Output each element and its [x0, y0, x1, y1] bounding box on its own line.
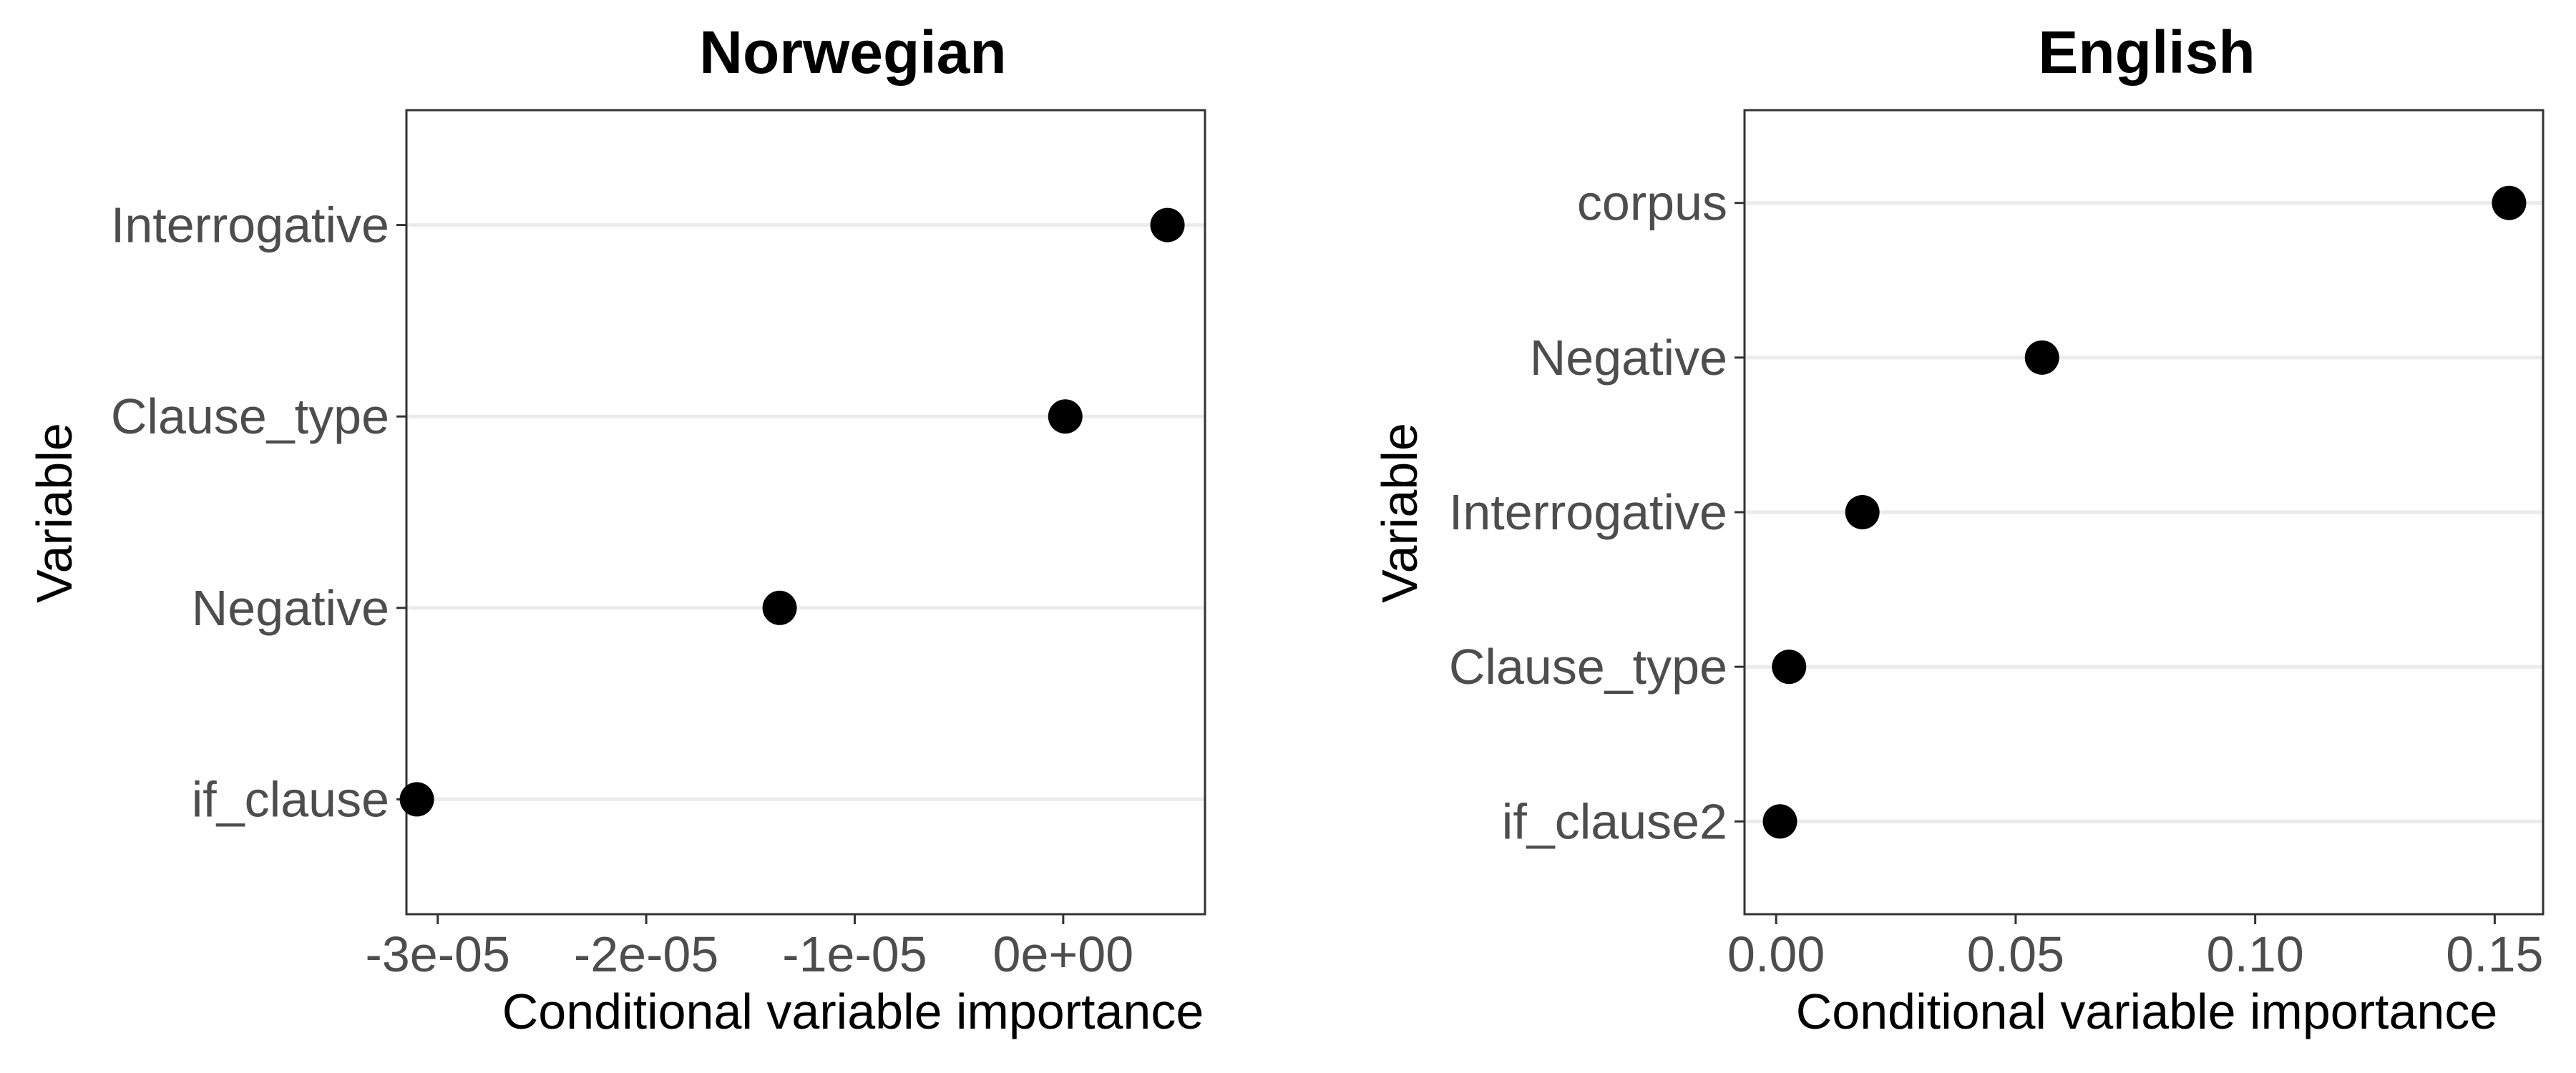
y-tick-label-clause-type: Clause_type [111, 388, 389, 444]
point-interrogative [1845, 495, 1880, 529]
point-negative [762, 590, 797, 625]
point-clause-type [1048, 399, 1083, 434]
point-if-clause [399, 782, 434, 817]
plot-border [405, 109, 1206, 916]
x-tick-label-3e-05: -3e-05 [366, 926, 510, 982]
x-tick-label-0-15: 0.15 [2446, 926, 2543, 982]
x-tick-label-0e-00: 0e+00 [993, 926, 1134, 982]
x-tick-label-0-00: 0.00 [1727, 926, 1825, 982]
x-tick-label-0-10: 0.10 [2207, 926, 2304, 982]
point-interrogative [1150, 207, 1185, 242]
point-corpus [2492, 185, 2527, 220]
y-tick-label-if-clause2: if_clause2 [1502, 793, 1727, 849]
plot-area-english: corpus Negative Interrogative Clause_typeif… [1449, 109, 2545, 982]
panel-title-norwegian: Norwegian [699, 19, 1006, 86]
plot-area-norwegian: Interrogative Clause_type Negative if_claus… [111, 109, 1206, 982]
x-tick-label-1e-05: -1e-05 [782, 926, 927, 982]
norwegian-panel: Norwegian Conditional variable importanc… [26, 19, 1206, 1039]
x-axis-title-english: Conditional variable importance [1796, 984, 2498, 1039]
point-negative [2024, 340, 2059, 375]
y-tick-label-negative: Negative [1530, 330, 1727, 386]
english-panel: English Conditional variable importance … [1372, 19, 2545, 1039]
y-axis-title-english: Variable [1372, 423, 1428, 603]
y-tick-label-clause-type: Clause_type [1449, 639, 1727, 695]
x-axis-title-norwegian: Conditional variable importance [502, 984, 1204, 1039]
y-tick-label-interrogative: Interrogative [1449, 484, 1727, 540]
panel-title-english: English [2038, 19, 2255, 86]
y-tick-label-if-clause: if_clause [192, 771, 389, 827]
point-clause-type [1772, 650, 1807, 685]
y-tick-label-corpus: corpus [1577, 175, 1727, 231]
x-tick-label-2e-05: -2e-05 [574, 926, 718, 982]
x-tick-label-0-05: 0.05 [1967, 926, 2064, 982]
y-tick-label-negative: Negative [192, 580, 389, 636]
point-if-clause2 [1762, 804, 1797, 839]
y-axis-title-norwegian: Variable [26, 423, 82, 603]
y-tick-label-interrogative: Interrogative [111, 197, 389, 253]
